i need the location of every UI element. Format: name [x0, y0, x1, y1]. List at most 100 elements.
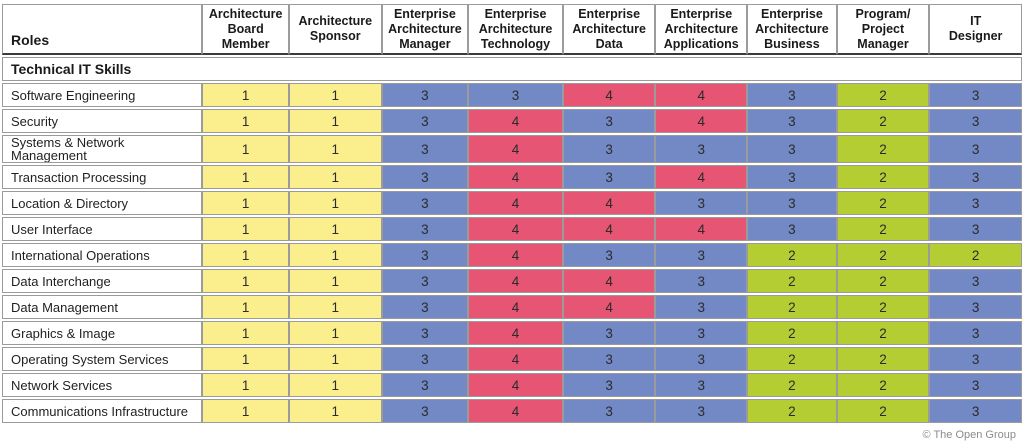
rating-cell: 3 — [929, 295, 1022, 320]
rating-cell: 3 — [381, 269, 469, 294]
column-header-1: Architecture Board Member — [202, 4, 289, 56]
rating-cell: 4 — [655, 217, 748, 242]
skill-row-label: Security — [2, 109, 203, 134]
column-header-8: Program/ Project Manager — [836, 4, 930, 56]
rating-cell: 1 — [202, 269, 289, 294]
skill-row: Security 1 1 3 4 3 4 3 2 3 — [2, 109, 1022, 134]
rating-cell: 1 — [288, 83, 382, 108]
rating-cell: 4 — [655, 165, 748, 190]
rating-cell: 4 — [468, 217, 563, 242]
column-header-9: IT Designer — [929, 4, 1022, 56]
rating-cell: 1 — [202, 191, 289, 216]
rating-cell: 3 — [929, 109, 1022, 134]
rating-cell: 3 — [655, 135, 748, 164]
rating-cell: 1 — [288, 217, 382, 242]
rating-cell: 2 — [747, 373, 837, 398]
skill-row: Communications Infrastructure 1 1 3 4 3 3 2 2 3 — [2, 399, 1022, 424]
rating-cell: 3 — [747, 165, 837, 190]
skill-row: Operating System Services 1 1 3 4 3 3 2 2 3 — [2, 347, 1022, 372]
rating-cell: 4 — [468, 347, 563, 372]
skill-row: User Interface 1 1 3 4 4 4 3 2 3 — [2, 217, 1022, 242]
column-header-3: Enterprise Architecture Manager — [381, 4, 469, 56]
rating-cell: 2 — [836, 347, 930, 372]
rating-cell: 1 — [288, 243, 382, 268]
rating-cell: 3 — [381, 321, 469, 346]
rating-cell: 3 — [381, 347, 469, 372]
column-header-4: Enterprise Architecture Technology — [468, 4, 563, 56]
rating-cell: 2 — [747, 269, 837, 294]
rating-cell: 3 — [747, 83, 837, 108]
rating-cell: 3 — [929, 217, 1022, 242]
rating-cell: 3 — [655, 295, 748, 320]
rating-cell: 1 — [288, 135, 382, 164]
rating-cell: 2 — [836, 135, 930, 164]
skill-row: Data Interchange 1 1 3 4 4 3 2 2 3 — [2, 269, 1022, 294]
rating-cell: 3 — [381, 165, 469, 190]
rating-cell: 4 — [655, 109, 748, 134]
skill-row: Systems & Network Management 1 1 3 4 3 3 3 2 3 — [2, 135, 1022, 164]
rating-cell: 4 — [468, 269, 563, 294]
rating-cell: 4 — [468, 321, 563, 346]
skill-row: International Operations 1 1 3 4 3 3 2 2 2 — [2, 243, 1022, 268]
rating-cell: 3 — [562, 135, 656, 164]
rating-cell: 2 — [747, 399, 837, 424]
rating-cell: 2 — [747, 321, 837, 346]
rating-cell: 4 — [468, 191, 563, 216]
rating-cell: 3 — [381, 243, 469, 268]
rating-cell: 1 — [202, 217, 289, 242]
rating-cell: 4 — [468, 295, 563, 320]
skill-row-label: Data Management — [2, 295, 203, 320]
rating-cell: 3 — [929, 399, 1022, 424]
copyright-credit: © The Open Group — [922, 429, 1016, 441]
column-header-2: Architecture Sponsor — [288, 4, 382, 56]
rating-cell: 4 — [562, 295, 656, 320]
rating-cell: 1 — [288, 321, 382, 346]
rating-cell: 2 — [836, 321, 930, 346]
skills-matrix-table: Roles Architecture Board Member Architect… — [2, 2, 1022, 425]
rating-cell: 2 — [929, 243, 1022, 268]
skill-row-label: Graphics & Image — [2, 321, 203, 346]
rating-cell: 1 — [202, 321, 289, 346]
rating-cell: 2 — [836, 165, 930, 190]
rating-cell: 2 — [836, 83, 930, 108]
rating-cell: 3 — [381, 83, 469, 108]
section-header-row: Technical IT Skills — [2, 57, 1022, 82]
rating-cell: 3 — [381, 191, 469, 216]
rating-cell: 4 — [468, 165, 563, 190]
rating-cell: 3 — [562, 373, 656, 398]
column-header-6: Enterprise Architecture Applications — [655, 4, 748, 56]
rating-cell: 3 — [929, 347, 1022, 372]
rating-cell: 3 — [929, 165, 1022, 190]
skill-row: Software Engineering 1 1 3 3 4 4 3 2 3 — [2, 83, 1022, 108]
rating-cell: 4 — [562, 269, 656, 294]
rating-cell: 3 — [747, 217, 837, 242]
skill-row: Network Services 1 1 3 4 3 3 2 2 3 — [2, 373, 1022, 398]
rating-cell: 3 — [562, 399, 656, 424]
rating-cell: 3 — [655, 399, 748, 424]
rating-cell: 3 — [655, 191, 748, 216]
section-header: Technical IT Skills — [2, 57, 1022, 82]
rating-cell: 2 — [747, 243, 837, 268]
rating-cell: 4 — [468, 373, 563, 398]
rating-cell: 3 — [655, 243, 748, 268]
rating-cell: 1 — [288, 373, 382, 398]
rating-cell: 2 — [747, 347, 837, 372]
header-row: Roles Architecture Board Member Architect… — [2, 4, 1022, 56]
rating-cell: 1 — [288, 269, 382, 294]
rating-cell: 2 — [836, 109, 930, 134]
rating-cell: 3 — [929, 191, 1022, 216]
skill-row-label: Systems & Network Management — [2, 135, 203, 164]
roles-corner-header: Roles — [2, 4, 203, 56]
rating-cell: 3 — [929, 135, 1022, 164]
rating-cell: 4 — [562, 191, 656, 216]
skill-row-label: Communications Infrastructure — [2, 399, 203, 424]
rating-cell: 4 — [468, 243, 563, 268]
rating-cell: 2 — [836, 243, 930, 268]
skill-row-label: International Operations — [2, 243, 203, 268]
rating-cell: 2 — [836, 373, 930, 398]
rating-cell: 1 — [202, 135, 289, 164]
rating-cell: 3 — [562, 109, 656, 134]
skill-row-label: Location & Directory — [2, 191, 203, 216]
rating-cell: 3 — [381, 373, 469, 398]
